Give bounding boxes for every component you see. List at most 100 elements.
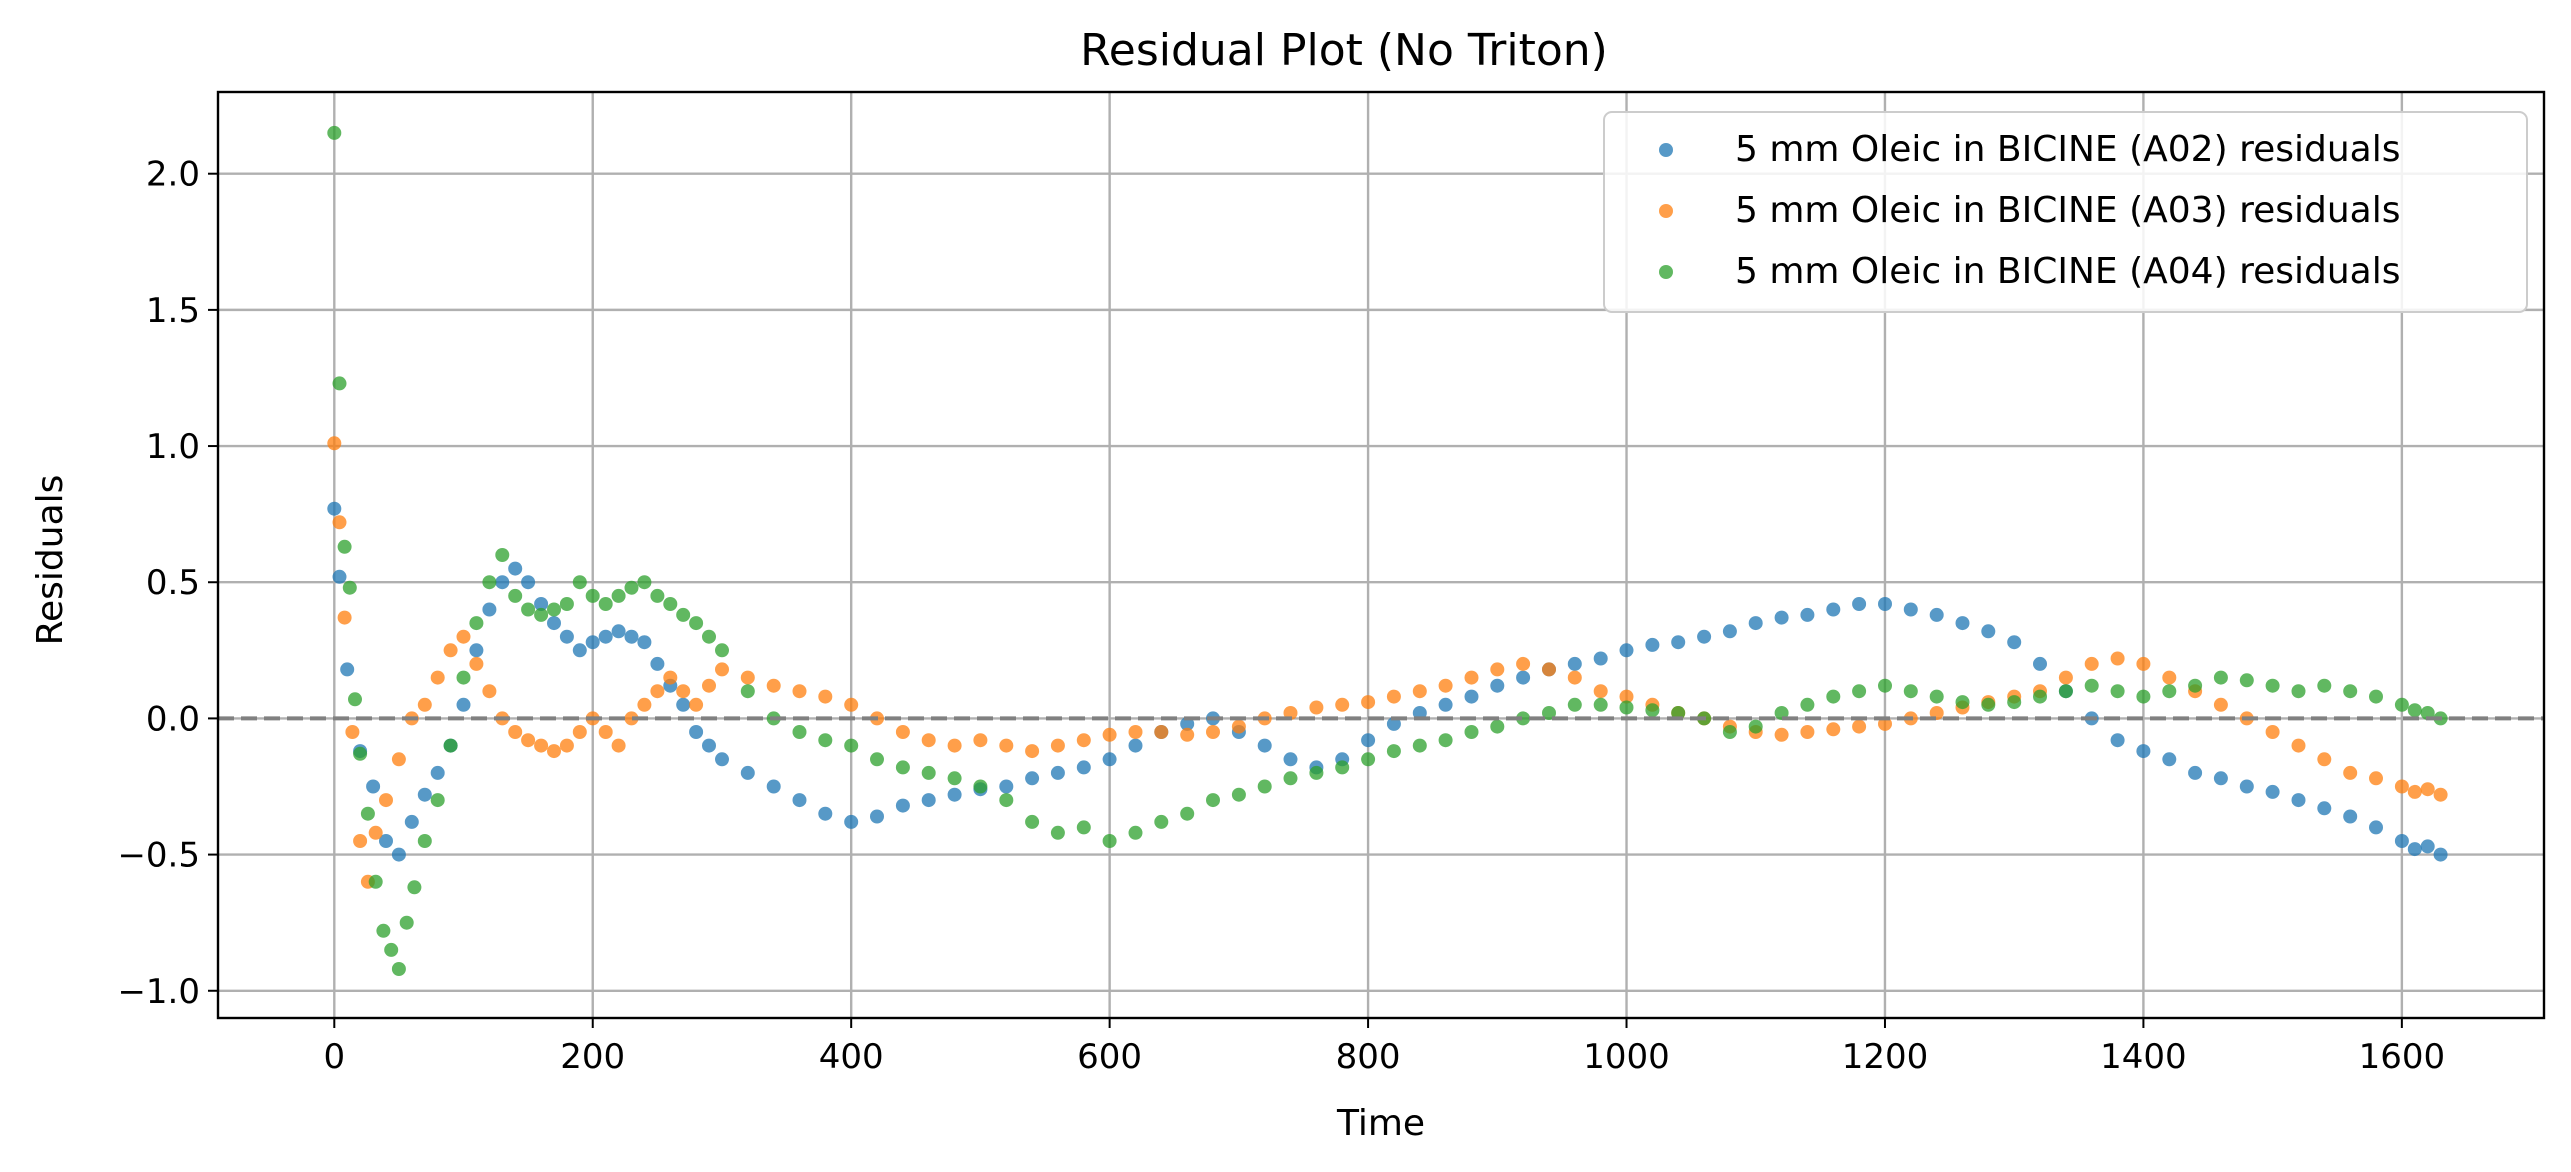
data-point xyxy=(1516,670,1531,685)
data-point xyxy=(1154,814,1169,829)
data-point xyxy=(1025,814,1040,829)
data-point xyxy=(624,580,639,595)
legend-entry-a04: 5 mm Oleic in BICINE (A04) residuals xyxy=(1735,251,2400,292)
data-point xyxy=(1671,635,1686,650)
data-point xyxy=(2058,670,2073,685)
data-point xyxy=(650,684,665,699)
data-point xyxy=(417,834,432,848)
data-point xyxy=(417,697,432,712)
data-point xyxy=(1025,744,1040,759)
x-tick-label: 0 xyxy=(323,1037,345,1077)
data-point xyxy=(327,501,342,516)
data-point xyxy=(715,643,729,658)
data-point xyxy=(1231,787,1246,802)
data-points xyxy=(327,125,2448,976)
data-point xyxy=(1438,678,1453,693)
data-point xyxy=(2162,752,2177,767)
x-tick-label: 800 xyxy=(1336,1037,1401,1077)
data-point xyxy=(1645,703,1660,718)
axis-ticks: 0 200 400 600 800 1000 1200 1400 1600 −1.0 −0.5 0.0… xyxy=(117,155,2445,1077)
data-point xyxy=(1283,752,1298,767)
data-point xyxy=(340,662,355,677)
x-tick-label: 1200 xyxy=(1842,1037,1929,1077)
data-point xyxy=(2394,697,2409,712)
data-point xyxy=(572,725,587,739)
data-point xyxy=(2407,703,2422,718)
data-point xyxy=(1335,760,1350,775)
data-point xyxy=(1800,697,1815,712)
data-point xyxy=(921,793,936,808)
data-point xyxy=(947,771,962,786)
data-point xyxy=(792,684,807,699)
y-tick-label: 1.5 xyxy=(146,291,200,331)
data-point xyxy=(407,880,422,895)
data-point xyxy=(342,580,357,595)
data-point xyxy=(611,738,626,753)
data-point xyxy=(1748,616,1763,631)
data-point xyxy=(1361,733,1376,748)
data-point xyxy=(430,670,445,685)
chart-title: Residual Plot (No Triton) xyxy=(1080,25,1608,76)
data-point xyxy=(702,629,716,644)
data-point xyxy=(1128,825,1143,840)
data-point xyxy=(1154,725,1169,739)
data-point xyxy=(2033,656,2047,671)
data-point xyxy=(482,602,497,617)
x-tick-label: 1000 xyxy=(1583,1037,1670,1077)
data-point xyxy=(663,597,678,611)
data-point xyxy=(2188,765,2203,780)
data-point xyxy=(495,575,510,590)
data-point xyxy=(2033,689,2047,704)
x-tick-label: 400 xyxy=(819,1037,884,1077)
legend-marker-a03 xyxy=(1659,204,1673,218)
data-point xyxy=(2317,678,2332,693)
data-point xyxy=(1076,733,1091,748)
data-point xyxy=(676,697,691,712)
data-point xyxy=(443,738,458,753)
data-point xyxy=(1386,744,1401,759)
data-point xyxy=(1050,765,1065,780)
data-point xyxy=(1050,738,1065,753)
data-point xyxy=(1852,597,1867,611)
data-point xyxy=(1955,616,1970,631)
data-point xyxy=(2369,689,2383,704)
data-point xyxy=(1722,624,1737,639)
data-point xyxy=(598,725,613,739)
series-2-points xyxy=(327,125,2448,976)
data-point xyxy=(1128,738,1143,753)
data-point xyxy=(1722,725,1737,739)
data-point xyxy=(2343,684,2358,699)
data-point xyxy=(973,733,988,748)
data-point xyxy=(2433,787,2448,802)
data-point xyxy=(376,923,391,938)
data-point xyxy=(348,692,362,707)
data-point xyxy=(1826,689,1841,704)
data-point xyxy=(689,725,704,739)
data-point xyxy=(1542,662,1556,677)
data-point xyxy=(2317,801,2332,816)
data-point xyxy=(1567,670,1582,685)
data-point xyxy=(399,915,414,930)
legend-marker-a04 xyxy=(1659,265,1673,279)
y-tick-label: −0.5 xyxy=(117,836,200,876)
data-point xyxy=(1593,651,1608,666)
data-point xyxy=(2239,673,2254,688)
data-point xyxy=(547,744,561,759)
data-point xyxy=(2110,684,2125,699)
data-point xyxy=(766,678,781,693)
data-point xyxy=(1593,697,1608,712)
data-point xyxy=(404,814,419,829)
data-point xyxy=(2343,809,2358,824)
data-point xyxy=(1025,771,1040,786)
data-point xyxy=(2420,782,2435,797)
data-point xyxy=(2213,697,2228,712)
data-point xyxy=(469,643,484,658)
data-point xyxy=(2136,656,2151,671)
data-point xyxy=(1102,834,1117,848)
data-point xyxy=(2369,820,2383,835)
data-point xyxy=(2265,678,2280,693)
data-point xyxy=(2162,684,2177,699)
data-point xyxy=(2007,635,2022,650)
data-point xyxy=(2291,684,2306,699)
data-point xyxy=(508,561,523,576)
